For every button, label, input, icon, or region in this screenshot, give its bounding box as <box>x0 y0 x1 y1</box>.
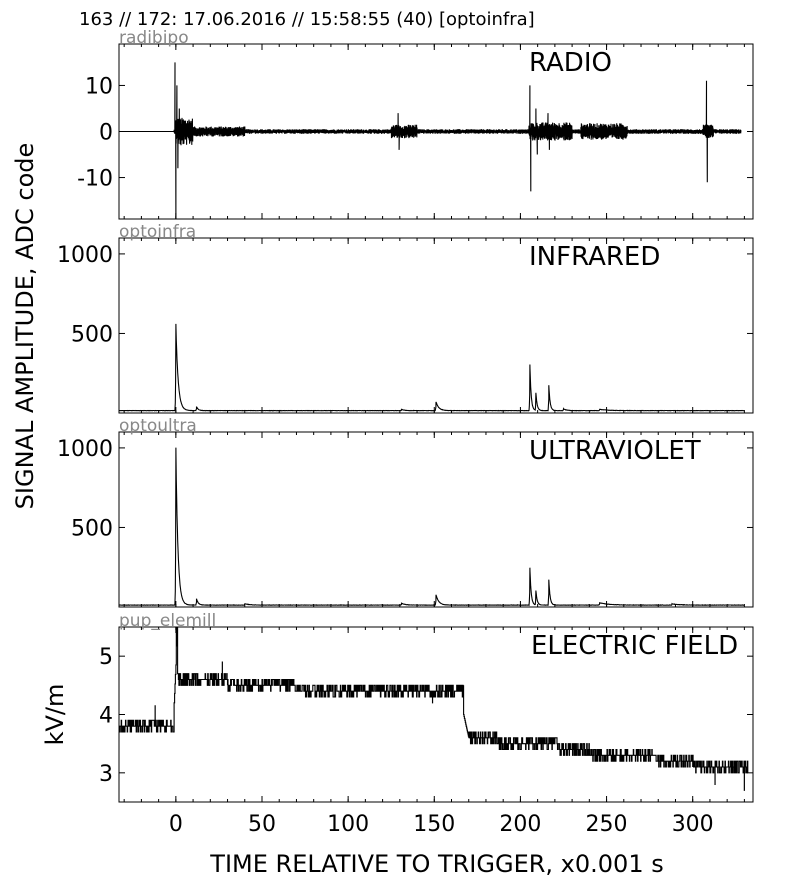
x-tick-label: 200 <box>499 812 541 837</box>
x-tick-label: 300 <box>672 812 714 837</box>
channel-label: optoinfra <box>119 222 196 242</box>
channel-label: radibipo <box>119 28 189 48</box>
y-tick-label: 500 <box>71 516 113 541</box>
panels: -10010radibipoRADIO5001000optoinfraINFRA… <box>41 28 754 837</box>
y-tick-label: 10 <box>85 74 113 99</box>
series-line <box>119 627 749 791</box>
panel-title: ELECTRIC FIELD <box>531 631 738 661</box>
panel-infrared: 500 1000 optoinfra INFRARED <box>57 222 754 414</box>
shared-y-axis-label: SIGNAL AMPLITUDE, ADC code <box>11 143 39 510</box>
panel-ultraviolet: 500 1000 optoultra ULTRAVIOLET <box>57 416 754 608</box>
x-axis-label: TIME RELATIVE TO TRIGGER, x0.001 s <box>209 850 663 878</box>
x-tick-label: 100 <box>327 812 369 837</box>
x-tick-label: 0 <box>169 812 183 837</box>
panel-radio: -10 0 10 radibipo RADIO <box>77 28 754 220</box>
y-tick-label: 0 <box>99 121 113 146</box>
series-line <box>119 62 742 219</box>
channel-label: optoultra <box>119 416 197 436</box>
series-line <box>119 447 745 607</box>
panel-title: INFRARED <box>529 242 660 272</box>
axes-frame <box>118 237 754 414</box>
y-tick-label: 4 <box>99 704 113 729</box>
y-tick-label: 1000 <box>57 437 113 462</box>
axes-frame <box>118 431 754 608</box>
x-tick-label: 150 <box>413 812 455 837</box>
panel-electric-field: 0 50 100 150 200 250 300 3 4 5 pup_elemill ELECTRIC… <box>41 611 754 837</box>
y-tick-label: 1000 <box>57 243 113 268</box>
channel-label: pup_elemill <box>119 611 216 631</box>
y-axis-label: kV/m <box>41 684 69 746</box>
figure-header: 163 // 172: 17.06.2016 // 15:58:55 (40) … <box>79 9 535 30</box>
series-line <box>119 323 745 412</box>
x-tick-label: 250 <box>586 812 628 837</box>
x-tick-label: 50 <box>248 812 276 837</box>
y-tick-label: 500 <box>71 322 113 347</box>
panel-title: RADIO <box>529 48 612 78</box>
y-tick-label: 5 <box>99 645 113 670</box>
y-tick-label: 3 <box>99 762 113 787</box>
panel-title: ULTRAVIOLET <box>529 436 701 466</box>
y-tick-label: -10 <box>77 167 113 192</box>
